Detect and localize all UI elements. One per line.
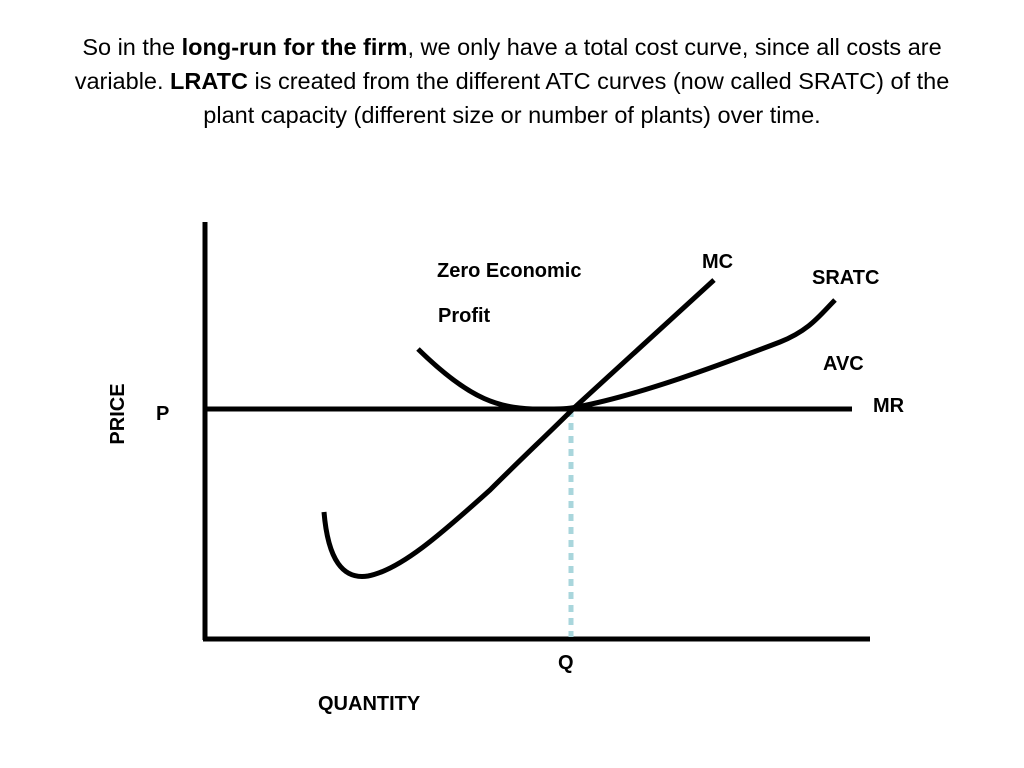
title-text-2: , we only have a total cost curve, since… bbox=[74, 34, 942, 94]
sratc-label: SRATC bbox=[812, 267, 880, 289]
zero-profit-label-line2: Profit bbox=[438, 305, 491, 327]
slide-title: So in the long-run for the firm, we only… bbox=[62, 30, 962, 132]
title-text-1: So in the bbox=[82, 34, 182, 60]
avc-label: AVC bbox=[823, 353, 864, 375]
y-axis-label: PRICE bbox=[107, 383, 129, 445]
title-text-3: is created from the different ATC curves… bbox=[203, 68, 950, 128]
mc-curve bbox=[321, 278, 716, 579]
x-axis-label: QUANTITY bbox=[318, 693, 421, 715]
title-emphasis-long-run: long-run for the firm bbox=[181, 34, 408, 60]
sratc-curve bbox=[416, 298, 837, 412]
mr-label: MR bbox=[873, 395, 905, 417]
price-level-label: P bbox=[156, 403, 170, 425]
zero-profit-label-line1: Zero Economic bbox=[437, 260, 582, 282]
quantity-level-label: Q bbox=[558, 652, 574, 674]
title-emphasis-lratc: LRATC bbox=[170, 68, 248, 94]
mc-label: MC bbox=[702, 251, 734, 273]
